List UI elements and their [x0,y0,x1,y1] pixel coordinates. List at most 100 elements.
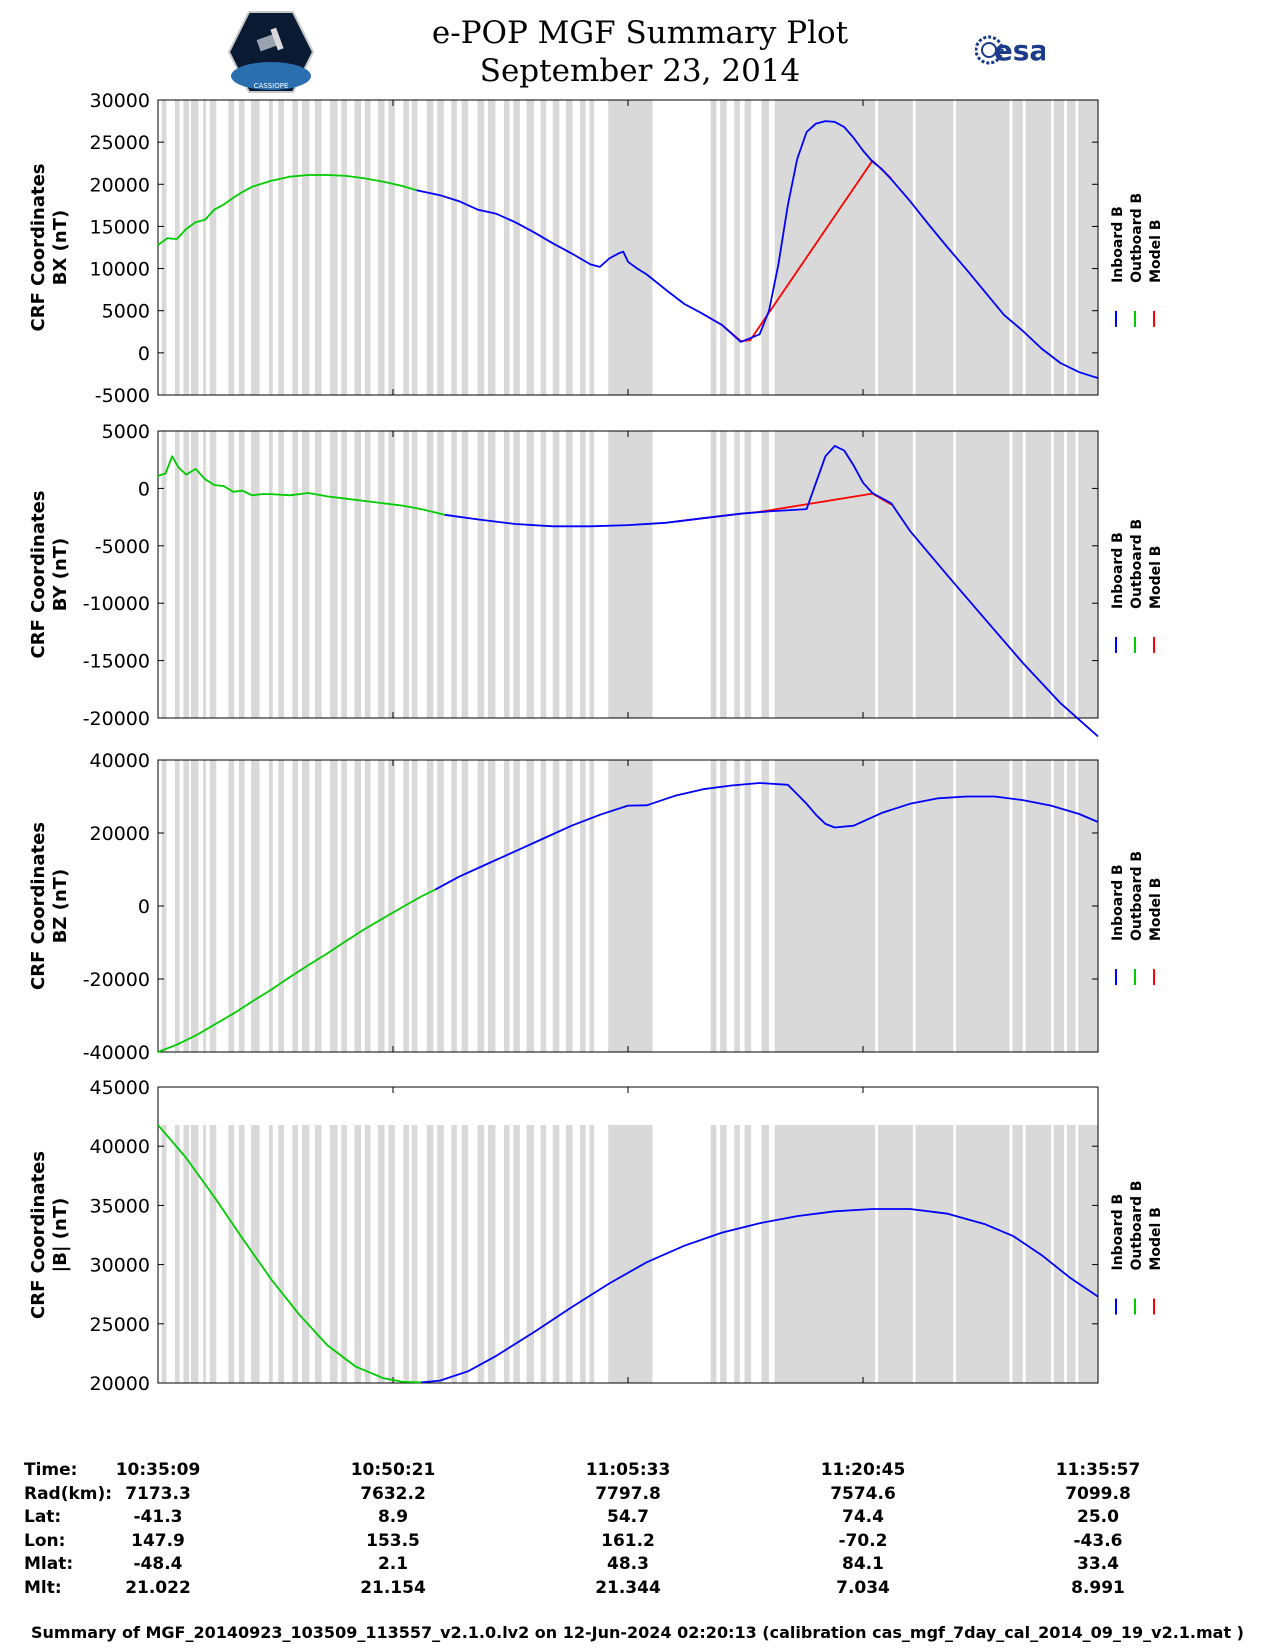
gap-white-band [456,100,462,395]
y-tick-label: -10000 [83,593,150,615]
gap-white-band [216,760,229,1052]
y-axis-label-line2: BX (nT) [50,210,71,285]
gap-white-band [179,100,184,395]
gap-white-band [652,760,711,1052]
gap-white-band [166,760,175,1052]
info-cell: 25.0 [1077,1507,1119,1527]
gap-white-band [259,100,269,395]
y-tick-label: 30000 [90,1255,150,1277]
y-tick-label: 20000 [90,1373,150,1395]
gap-white-band [166,100,175,395]
gap-white-band [484,760,488,1052]
gap-white-band [912,100,916,395]
info-cell: 11:20:45 [820,1460,906,1480]
gap-white-band [417,100,427,395]
info-cell: 74.4 [842,1507,884,1527]
y-tick-label: 45000 [90,1077,150,1099]
gap-white-band [509,760,514,1052]
y-axis-label-line1: CRF Coordinates [28,822,49,990]
y-tick-label: 35000 [90,1195,150,1217]
series-line-inboard-b [434,782,1099,891]
y-axis-label: CRF Coordinates|B| (nT) [28,1151,71,1319]
gap-white-band [572,431,581,718]
gap-white-band [739,1125,745,1383]
legend-label: Outboard B [1129,519,1145,609]
gap-white-band [1051,760,1054,1052]
info-cell: -70.2 [838,1530,888,1551]
gap-white-band [433,431,438,718]
gap-white-band [751,100,762,395]
gap-white-band [585,1125,590,1383]
gap-white-band [384,760,389,1052]
gap-white-band [216,1125,229,1383]
info-cell: 21.022 [125,1577,191,1598]
gap-white-band [875,431,879,718]
info-cell: 10:50:21 [350,1460,436,1480]
gap-white-band [272,1125,279,1383]
gap-white-band [769,1125,775,1383]
gap-white-band [739,100,745,395]
legend-label: Inboard B [1110,206,1126,283]
gap-white-band [361,760,365,1052]
series-line-outboard-b [157,1124,422,1384]
gap-white-band [408,1125,412,1383]
info-cell: 7099.8 [1065,1483,1131,1504]
gap-white-band [456,760,462,1052]
logo-left-text: CASSIOPE [254,82,289,90]
gap-white-band [769,100,775,395]
info-row-label: Rad(km): [24,1483,113,1504]
info-row: Lon: 147.9 153.5 161.2 -70.2 -43.6 [0,1531,1275,1555]
gap-white-band [198,1125,204,1383]
gap-white-band [361,100,365,395]
gap-white-band [198,760,204,1052]
plot-title: e-POP MGF Summary Plot [431,15,849,51]
gap-white-band [417,1125,427,1383]
gap-white-band [572,760,581,1052]
gap-white-band [244,431,252,718]
y-tick-label: -20000 [83,969,150,991]
gap-white-band [394,431,404,718]
gap-white-band [259,431,269,718]
info-row: Mlt: 21.022 21.154 21.344 7.034 8.991 [0,1578,1275,1602]
gap-white-band [1051,100,1054,395]
gap-white-band [652,1125,711,1383]
gap-white-band [370,1125,378,1383]
gap-white-band [1009,100,1013,395]
info-row-label: Lon: [24,1530,66,1551]
gap-white-band [875,760,879,1052]
gap-white-band [1064,760,1067,1052]
gap-white-band [283,431,293,718]
gap-white-band [1075,431,1079,718]
gap-white-band [321,1125,331,1383]
gap-white-band [166,431,175,718]
gap-white-band [337,100,342,395]
info-cell: -41.3 [133,1507,183,1527]
gap-white-band [283,1125,293,1383]
gap-white-band [652,100,711,395]
y-axis-label-line1: CRF Coordinates [28,1151,49,1319]
gap-white-band [234,760,239,1052]
legend-label: Outboard B [1129,1180,1145,1270]
info-cell: -43.6 [1073,1530,1123,1551]
gap-white-band [205,431,210,718]
gap-white-band [298,431,302,718]
gap-white-band [1009,431,1013,718]
gap-white-band [309,431,315,718]
gap-white-band [309,100,315,395]
gap-white-band [546,1125,553,1383]
y-tick-label: 0 [138,343,150,365]
gap-white-band [205,760,210,1052]
gap-white-band [495,431,504,718]
gap-white-band [726,431,735,718]
series-line-inboard-b [421,1208,1099,1384]
info-row-label: Mlat: [24,1554,74,1574]
gap-white-band [769,760,775,1052]
info-cell: 21.154 [360,1577,426,1598]
y-tick-label: 40000 [90,750,150,772]
gap-white-band [534,760,541,1052]
gap-white-band [443,431,452,718]
gap-white-band [1009,760,1013,1052]
gap-white-band [166,1125,175,1383]
gap-white-band [1051,1125,1054,1383]
y-axis-label-line2: BY (nT) [50,538,71,612]
